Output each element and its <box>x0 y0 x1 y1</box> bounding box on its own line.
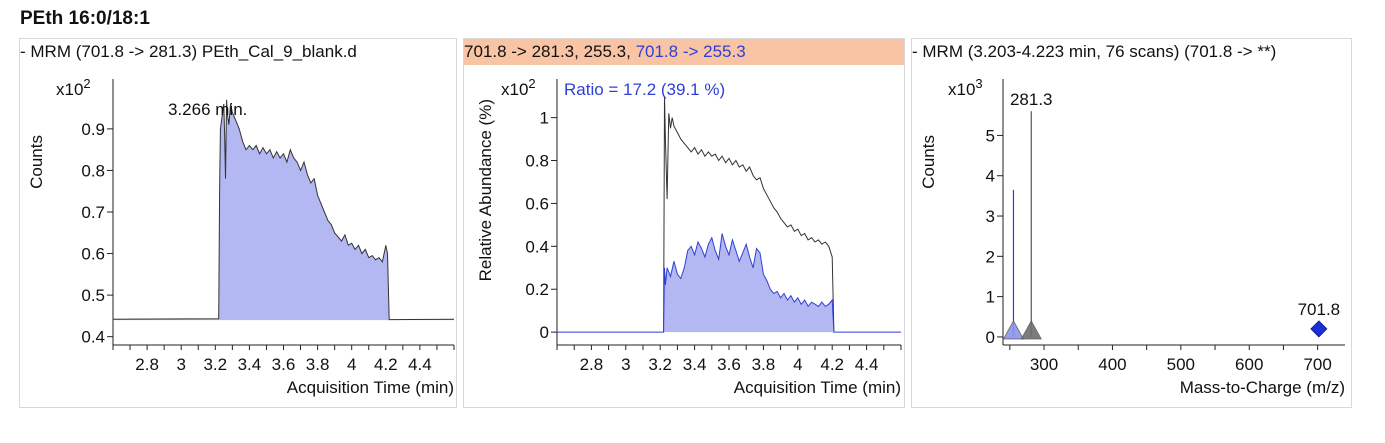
y-tick-label: 0.4 <box>525 237 549 256</box>
y-tick-label: 0 <box>986 328 995 347</box>
x-axis-label: Acquisition Time (min) <box>287 378 454 397</box>
x-tick-label: 4 <box>347 355 356 374</box>
qualifier-area <box>557 233 901 333</box>
x-tick-label: 4.4 <box>408 355 432 374</box>
x-tick-label: 4.2 <box>374 355 398 374</box>
y-axis-label: Counts <box>919 135 938 189</box>
x-tick-label: 3 <box>621 355 630 374</box>
peak-marker-triangle <box>1002 320 1025 340</box>
x-tick-label: 400 <box>1098 355 1126 374</box>
x-tick-label: 3 <box>176 355 185 374</box>
panel-header-text: 701.8 -> 281.3, 255.3, <box>464 42 636 61</box>
x-tick-label: 500 <box>1167 355 1195 374</box>
x-tick-label: 700 <box>1303 355 1331 374</box>
x-tick-label: 3.8 <box>306 355 330 374</box>
panel-header: 701.8 -> 281.3, 255.3, 701.8 -> 255.3 <box>464 39 904 65</box>
peak-label: 281.3 <box>1010 90 1053 109</box>
qualifier-plot[interactable]: 0 0.2 0.4 0.6 0.8 1 2.8 3 3.2 3.4 3.6 3.8 4 4.2 4.4 Acq… <box>464 39 904 407</box>
peak-marker-triangle <box>1020 320 1042 340</box>
x-tick-label: 3.4 <box>238 355 262 374</box>
x-tick-label: 3.6 <box>717 355 741 374</box>
page-title: PEth 16:0/18:1 <box>20 8 150 29</box>
y-tick-label: 0.6 <box>525 194 549 213</box>
ratio-annotation: Ratio = 17.2 (39.1 %) <box>564 80 725 99</box>
x-tick-label: 3.2 <box>648 355 672 374</box>
y-tick-label: 0.7 <box>81 203 105 222</box>
panel-header: - MRM (3.203-4.223 min, 76 scans) (701.8… <box>912 39 1351 65</box>
peak-label: 701.8 <box>1298 300 1341 319</box>
y-axis-label: Counts <box>27 135 46 189</box>
y-tick-label: 0.6 <box>81 245 105 264</box>
y-tick-label: 1 <box>540 109 549 128</box>
spectrum-plot[interactable]: 0 1 2 3 4 5 300 400 500 600 700 Mass-to-Charge (m/z… <box>912 39 1351 407</box>
x-tick-label: 3.8 <box>752 355 776 374</box>
y-scale-factor: x102 <box>56 76 91 99</box>
x-axis-label: Mass-to-Charge (m/z) <box>1180 378 1345 397</box>
y-tick-label: 0.8 <box>81 161 105 180</box>
x-tick-label: 2.8 <box>135 355 159 374</box>
panel-header-qualifier-text: 701.8 -> 255.3 <box>635 42 746 61</box>
y-scale-factor: x102 <box>501 76 536 99</box>
y-tick-label: 2 <box>986 247 995 266</box>
panel-header-text: - MRM (701.8 -> 281.3) PEth_Cal_9_blank.… <box>20 42 357 61</box>
x-tick-label: 4.2 <box>820 355 844 374</box>
x-tick-label: 3.6 <box>272 355 296 374</box>
peak-marker-diamond <box>1310 320 1328 338</box>
y-tick-label: 3 <box>986 207 995 226</box>
x-tick-label: 4.4 <box>855 355 879 374</box>
x-tick-label: 3.4 <box>683 355 707 374</box>
quantifier-trace <box>663 96 835 333</box>
spectrum-panel[interactable]: - MRM (3.203-4.223 min, 76 scans) (701.8… <box>911 38 1352 408</box>
x-tick-label: 4 <box>793 355 802 374</box>
qualifier-trace <box>557 233 901 333</box>
chromatogram-plot[interactable]: 0.4 0.5 0.6 0.7 0.8 0.9 2.8 3 3.2 3.4 3.6 3.8 4 4.2 4.… <box>20 39 456 407</box>
y-tick-label: 1 <box>986 288 995 307</box>
y-tick-label: 5 <box>986 126 995 145</box>
x-tick-label: 300 <box>1030 355 1058 374</box>
y-tick-label: 0 <box>540 323 549 342</box>
x-tick-label: 2.8 <box>580 355 604 374</box>
y-tick-label: 0.9 <box>81 120 105 139</box>
y-tick-label: 0.4 <box>81 328 105 347</box>
peak-area <box>113 99 454 321</box>
panel-header-text: - MRM (3.203-4.223 min, 76 scans) (701.8… <box>912 42 1277 61</box>
trace-line <box>112 99 455 321</box>
y-tick-label: 0.5 <box>81 286 105 305</box>
y-tick-label: 4 <box>986 167 995 186</box>
x-axis-label: Acquisition Time (min) <box>734 378 901 397</box>
y-scale-factor: x103 <box>948 76 983 99</box>
peak-annotation: 3.266 min. <box>168 100 247 119</box>
y-tick-label: 0.2 <box>525 280 549 299</box>
y-tick-label: 0.8 <box>525 152 549 171</box>
x-tick-label: 600 <box>1235 355 1263 374</box>
chromatogram-panel[interactable]: - MRM (701.8 -> 281.3) PEth_Cal_9_blank.… <box>19 38 457 408</box>
panel-header: - MRM (701.8 -> 281.3) PEth_Cal_9_blank.… <box>20 39 456 65</box>
x-tick-label: 3.2 <box>203 355 227 374</box>
y-axis-label: Relative Abundance (%) <box>476 99 495 281</box>
